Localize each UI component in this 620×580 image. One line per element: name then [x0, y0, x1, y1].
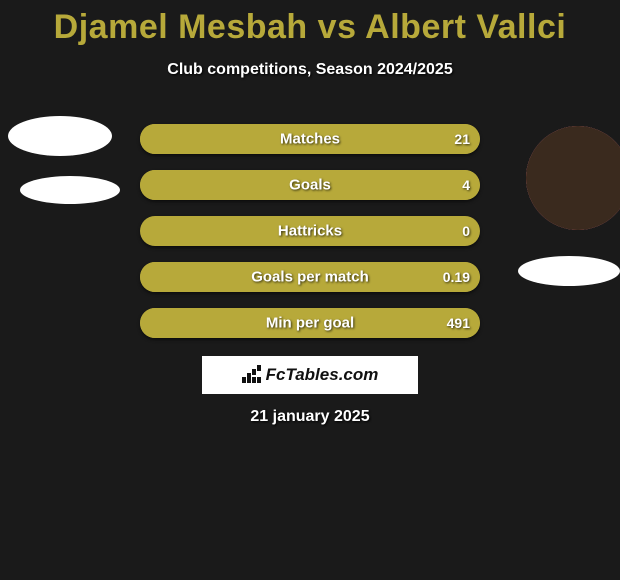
stat-label: Hattricks — [278, 223, 342, 240]
snapshot-date: 21 january 2025 — [250, 408, 369, 426]
logo-text: FcTables.com — [266, 365, 379, 385]
stat-bar: Hattricks 0 — [140, 216, 480, 246]
stat-value-right: 0 — [462, 223, 470, 239]
stat-value-right: 0.19 — [443, 269, 470, 285]
stat-label: Goals — [289, 177, 331, 194]
stat-label: Matches — [280, 131, 340, 148]
player1-club-badge — [20, 176, 120, 204]
player2-club-badge — [518, 256, 620, 286]
stat-value-right: 21 — [454, 131, 470, 147]
player2-photo — [526, 126, 620, 230]
player2-avatar — [526, 126, 620, 230]
bars-icon — [242, 367, 262, 383]
fctables-logo: FcTables.com — [202, 356, 418, 394]
vs-text: vs — [318, 8, 357, 46]
stat-value-right: 491 — [447, 315, 470, 331]
stats-bars: Matches 21 Goals 4 Hattricks 0 Goals per match… — [140, 124, 480, 354]
subtitle: Club competitions, Season 2024/2025 — [0, 61, 620, 79]
player1-avatar — [8, 116, 112, 156]
stat-bar: Goals per match 0.19 — [140, 262, 480, 292]
stat-label: Min per goal — [266, 315, 354, 332]
stat-bar: Matches 21 — [140, 124, 480, 154]
comparison-title: Djamel Mesbah vs Albert Vallci — [0, 0, 620, 47]
stat-bar: Goals 4 — [140, 170, 480, 200]
stat-value-right: 4 — [462, 177, 470, 193]
stat-bar: Min per goal 491 — [140, 308, 480, 338]
player1-name: Djamel Mesbah — [54, 8, 308, 46]
stat-label: Goals per match — [251, 269, 369, 286]
player2-name: Albert Vallci — [365, 8, 566, 46]
